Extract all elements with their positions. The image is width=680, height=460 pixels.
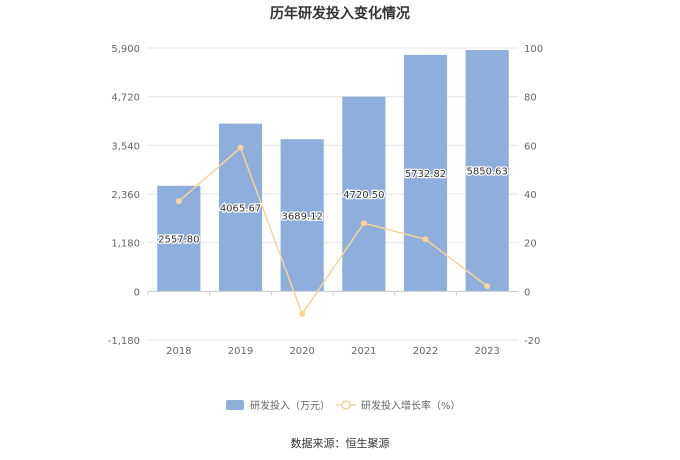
x-tick-label: 2020 [289,346,314,357]
legend-line-marker [341,400,351,410]
growth-point [299,310,306,317]
bar [218,123,263,292]
bar [280,139,324,292]
bar-data-label: 5732.82 [405,169,446,180]
x-tick-label: 2019 [228,346,253,357]
bar-data-labels: 2557.80 4065.67 3689.12 4720.50 5732.82 5850.… [157,165,509,246]
growth-point [422,236,429,243]
bar-series [157,50,509,292]
legend: 研发投入（万元） 研发投入增长率（%） [226,399,461,412]
source-text: 数据来源：恒生聚源 [291,436,390,450]
bar [403,54,448,292]
bar [342,96,386,292]
y-left-tick-label: 3,540 [111,141,140,152]
y-right-tick-label: 80 [524,93,537,104]
growth-point [360,220,367,227]
bar-data-label: 4065.67 [220,203,261,214]
growth-line [178,146,488,316]
x-tick-label: 2022 [413,346,438,357]
y-right-tick-label: -20 [524,336,540,347]
x-tick-label: 2023 [474,346,499,357]
legend-bar-swatch [226,400,244,410]
growth-point [175,198,182,205]
bar-data-label: 3689.12 [281,211,322,222]
growth-point [237,144,244,151]
legend-bar-label: 研发投入（万元） [250,399,330,412]
y-left-axis: 5,900 4,720 3,540 2,360 1,180 0 -1,180 [108,44,140,347]
y-left-tick-label: 2,360 [111,190,140,201]
legend-line-label: 研发投入增长率（%） [361,399,461,412]
x-axis: 2018 2019 2020 2021 2022 2023 [147,290,518,357]
bar-data-label: 4720.50 [343,190,384,201]
chart-title: 历年研发投入变化情况 [270,5,410,22]
x-tick-label: 2018 [166,346,191,357]
y-right-tick-label: 0 [524,287,530,298]
y-left-tick-label: 1,180 [111,239,140,250]
growth-point [484,283,491,290]
y-right-tick-label: 60 [524,141,537,152]
y-right-tick-label: 100 [524,44,543,55]
y-left-tick-label: -1,180 [108,336,140,347]
bar-data-label: 5850.63 [466,167,507,178]
y-left-tick-label: 4,720 [111,93,140,104]
y-right-tick-label: 40 [524,190,537,201]
y-right-axis: 100 80 60 40 20 0 -20 [524,44,543,347]
line-series [175,144,491,317]
x-tick-label: 2021 [351,346,376,357]
bar-data-label: 2557.80 [158,235,199,246]
grid [148,47,518,341]
y-left-tick-label: 0 [134,287,140,298]
y-left-tick-label: 5,900 [111,44,140,55]
bar [465,50,509,292]
y-right-tick-label: 20 [524,239,537,250]
